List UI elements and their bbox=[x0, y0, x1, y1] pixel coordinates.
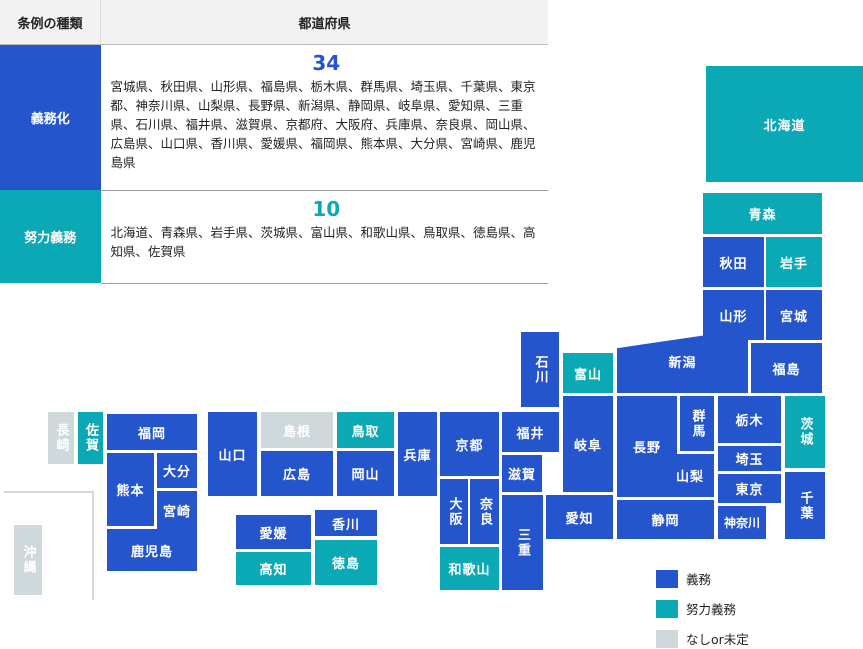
pref-tottori[interactable]: 鳥取 bbox=[337, 412, 394, 448]
legend-swatch-mandatory bbox=[656, 569, 678, 588]
legend-label-mandatory: 義務 bbox=[686, 572, 712, 587]
pref-gunma[interactable]: 群馬 bbox=[680, 396, 714, 451]
pref-kyoto[interactable]: 京都 bbox=[440, 412, 499, 476]
legend-label-effort: 努力義務 bbox=[686, 602, 737, 617]
pref-shiga[interactable]: 滋賀 bbox=[502, 455, 542, 492]
header-prefectures: 都道府県 bbox=[100, 0, 548, 45]
pref-hokkaido[interactable]: 北海道 bbox=[706, 66, 863, 182]
row-type-mandatory: 義務化 bbox=[0, 44, 101, 190]
pref-tokyo[interactable]: 東京 bbox=[718, 474, 781, 503]
ordinance-table: 条例の種類 都道府県 義務化 34 宮城県、秋田県、山形県、福島県、栃木県、群馬… bbox=[0, 0, 548, 284]
pref-oita[interactable]: 大分 bbox=[157, 453, 197, 488]
count-effort: 10 bbox=[312, 196, 341, 221]
legend-label-none: なしor未定 bbox=[686, 632, 749, 647]
legend-swatch-effort bbox=[656, 599, 678, 618]
row-prefs-effort: 10 北海道、青森県、岩手県、茨城県、富山県、和歌山県、鳥取県、徳島県、高知県、… bbox=[100, 190, 548, 284]
pref-aomori[interactable]: 青森 bbox=[703, 193, 822, 234]
pref-saitama[interactable]: 埼玉 bbox=[718, 446, 781, 471]
list-mandatory: 宮城県、秋田県、山形県、福島県、栃木県、群馬県、埼玉県、千葉県、東京都、神奈川県… bbox=[110, 79, 536, 170]
pref-kumamoto[interactable]: 熊本 bbox=[107, 453, 154, 526]
pref-ehime[interactable]: 愛媛 bbox=[236, 515, 311, 549]
row-type-effort: 努力義務 bbox=[0, 190, 101, 283]
pref-gifu[interactable]: 岐阜 bbox=[563, 396, 613, 492]
pref-shizuoka[interactable]: 静岡 bbox=[617, 500, 714, 539]
legend-item-effort: 努力義務 bbox=[656, 599, 736, 618]
pref-nara[interactable]: 奈良 bbox=[470, 479, 499, 544]
pref-okinawa[interactable]: 沖縄 bbox=[14, 525, 42, 595]
pref-kanagawa[interactable]: 神奈川 bbox=[718, 506, 766, 539]
pref-fukui[interactable]: 福井 bbox=[502, 412, 559, 452]
pref-yamaguchi[interactable]: 山口 bbox=[208, 412, 257, 496]
pref-iwate[interactable]: 岩手 bbox=[766, 237, 822, 287]
pref-ishikawa[interactable]: 石川 bbox=[521, 332, 559, 407]
pref-yamanashi[interactable]: 山梨 bbox=[666, 454, 714, 497]
pref-saga[interactable]: 佐賀 bbox=[78, 412, 103, 464]
legend-item-mandatory: 義務 bbox=[656, 569, 711, 588]
pref-akita[interactable]: 秋田 bbox=[703, 237, 764, 287]
pref-tokushima[interactable]: 徳島 bbox=[315, 540, 377, 585]
pref-wakayama[interactable]: 和歌山 bbox=[440, 547, 499, 590]
pref-kagawa[interactable]: 香川 bbox=[315, 510, 377, 536]
pref-kochi[interactable]: 高知 bbox=[236, 552, 311, 585]
legend-item-none: なしor未定 bbox=[656, 629, 749, 648]
pref-nagasaki[interactable]: 長崎 bbox=[48, 412, 74, 464]
pref-kagoshima[interactable]: 鹿児島 bbox=[107, 529, 197, 571]
pref-tochigi[interactable]: 栃木 bbox=[718, 396, 781, 443]
pref-osaka[interactable]: 大阪 bbox=[440, 479, 468, 544]
header-type: 条例の種類 bbox=[0, 0, 101, 45]
table-row-mandatory: 義務化 34 宮城県、秋田県、山形県、福島県、栃木県、群馬県、埼玉県、千葉県、東… bbox=[0, 44, 548, 191]
pref-chiba[interactable]: 千葉 bbox=[785, 472, 825, 539]
pref-hiroshima[interactable]: 広島 bbox=[261, 451, 333, 496]
pref-okayama[interactable]: 岡山 bbox=[337, 451, 394, 496]
table-row-effort: 努力義務 10 北海道、青森県、岩手県、茨城県、富山県、和歌山県、鳥取県、徳島県… bbox=[0, 190, 548, 284]
pref-hyogo[interactable]: 兵庫 bbox=[398, 412, 437, 496]
pref-miyazaki[interactable]: 宮崎 bbox=[157, 491, 197, 530]
pref-ibaraki[interactable]: 茨城 bbox=[785, 396, 825, 468]
legend-swatch-none bbox=[656, 629, 678, 648]
row-prefs-mandatory: 34 宮城県、秋田県、山形県、福島県、栃木県、群馬県、埼玉県、千葉県、東京都、神… bbox=[100, 44, 548, 191]
pref-toyama[interactable]: 富山 bbox=[563, 353, 613, 393]
pref-shimane[interactable]: 島根 bbox=[261, 412, 333, 448]
list-effort: 北海道、青森県、岩手県、茨城県、富山県、和歌山県、鳥取県、徳島県、高知県、佐賀県 bbox=[110, 224, 536, 259]
pref-miyagi[interactable]: 宮城 bbox=[766, 290, 822, 340]
pref-fukushima[interactable]: 福島 bbox=[751, 343, 822, 393]
pref-aichi[interactable]: 愛知 bbox=[546, 495, 613, 539]
count-mandatory: 34 bbox=[312, 51, 341, 75]
pref-fukuoka[interactable]: 福岡 bbox=[107, 414, 197, 450]
pref-mie[interactable]: 三重 bbox=[502, 495, 543, 590]
